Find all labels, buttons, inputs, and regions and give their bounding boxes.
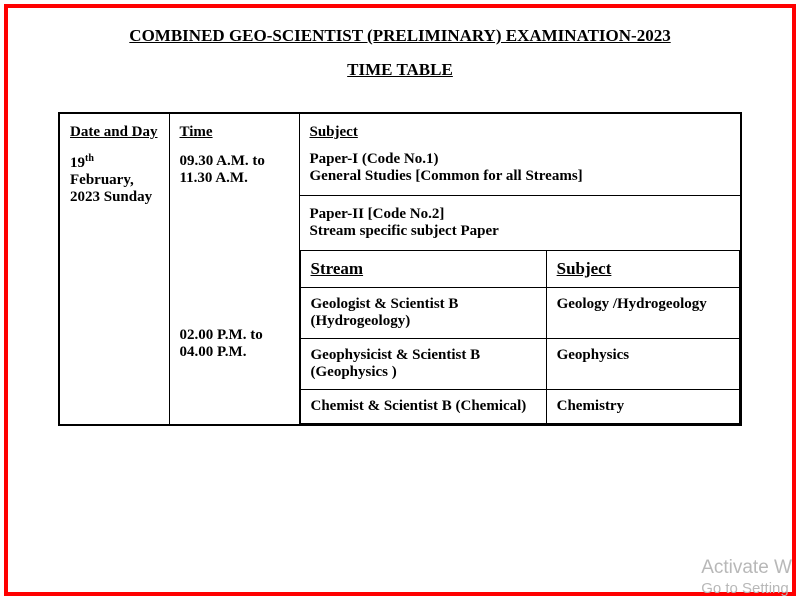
- subject-cell: Subject Paper-I (Code No.1) General Stud…: [299, 113, 741, 425]
- timetable: Date and Day 19th February, 2023 Sunday …: [58, 112, 742, 426]
- stream-table: Stream Subject Geologist & Scientist B (…: [300, 250, 741, 424]
- watermark-line1: Activate W: [701, 557, 792, 580]
- table-row: Date and Day 19th February, 2023 Sunday …: [59, 113, 741, 425]
- time-morning: 09.30 A.M. to 11.30 A.M.: [180, 153, 289, 187]
- main-title: COMBINED GEO-SCIENTIST (PRELIMINARY) EXA…: [58, 26, 742, 46]
- divider: [300, 195, 741, 196]
- stream-col-header: Stream: [300, 251, 546, 288]
- date-suffix: th: [85, 153, 94, 164]
- stream-row: Geologist & Scientist B (Hydrogeology) G…: [300, 288, 740, 339]
- subject-col-header: Subject: [546, 251, 739, 288]
- date-daynum: 19: [70, 155, 85, 171]
- windows-watermark: Activate W Go to Setting: [701, 557, 792, 598]
- stream-row: Geophysicist & Scientist B (Geophysics )…: [300, 339, 740, 390]
- stream-subject: Chemistry: [546, 390, 739, 424]
- watermark-line2: Go to Setting: [701, 580, 792, 598]
- stream-name: Geologist & Scientist B (Hydrogeology): [300, 288, 546, 339]
- stream-name: Geophysicist & Scientist B (Geophysics ): [300, 339, 546, 390]
- paper1-desc: General Studies [Common for all Streams]: [310, 168, 731, 185]
- time-afternoon: 02.00 P.M. to 04.00 P.M.: [180, 327, 289, 361]
- subtitle: TIME TABLE: [58, 60, 742, 80]
- paper2-desc: Stream specific subject Paper: [310, 223, 731, 240]
- date-weekday: Sunday: [104, 189, 152, 205]
- stream-header-row: Stream Subject: [300, 251, 740, 288]
- time-cell: Time 09.30 A.M. to 11.30 A.M. 02.00 P.M.…: [169, 113, 299, 425]
- stream-subject: Geophysics: [546, 339, 739, 390]
- paper1-code: Paper-I (Code No.1): [310, 151, 731, 168]
- stream-row: Chemist & Scientist B (Chemical) Chemist…: [300, 390, 740, 424]
- date-cell: Date and Day 19th February, 2023 Sunday: [59, 113, 169, 425]
- time-header: Time: [180, 124, 213, 140]
- subject-header: Subject: [310, 124, 358, 140]
- paper2-block: Paper-II [Code No.2] Stream specific sub…: [310, 206, 731, 240]
- paper2-code: Paper-II [Code No.2]: [310, 206, 731, 223]
- date-header: Date and Day: [70, 124, 158, 140]
- paper1-block: Paper-I (Code No.1) General Studies [Com…: [310, 151, 731, 185]
- document-frame: COMBINED GEO-SCIENTIST (PRELIMINARY) EXA…: [4, 4, 796, 596]
- stream-subject: Geology /Hydrogeology: [546, 288, 739, 339]
- stream-name: Chemist & Scientist B (Chemical): [300, 390, 546, 424]
